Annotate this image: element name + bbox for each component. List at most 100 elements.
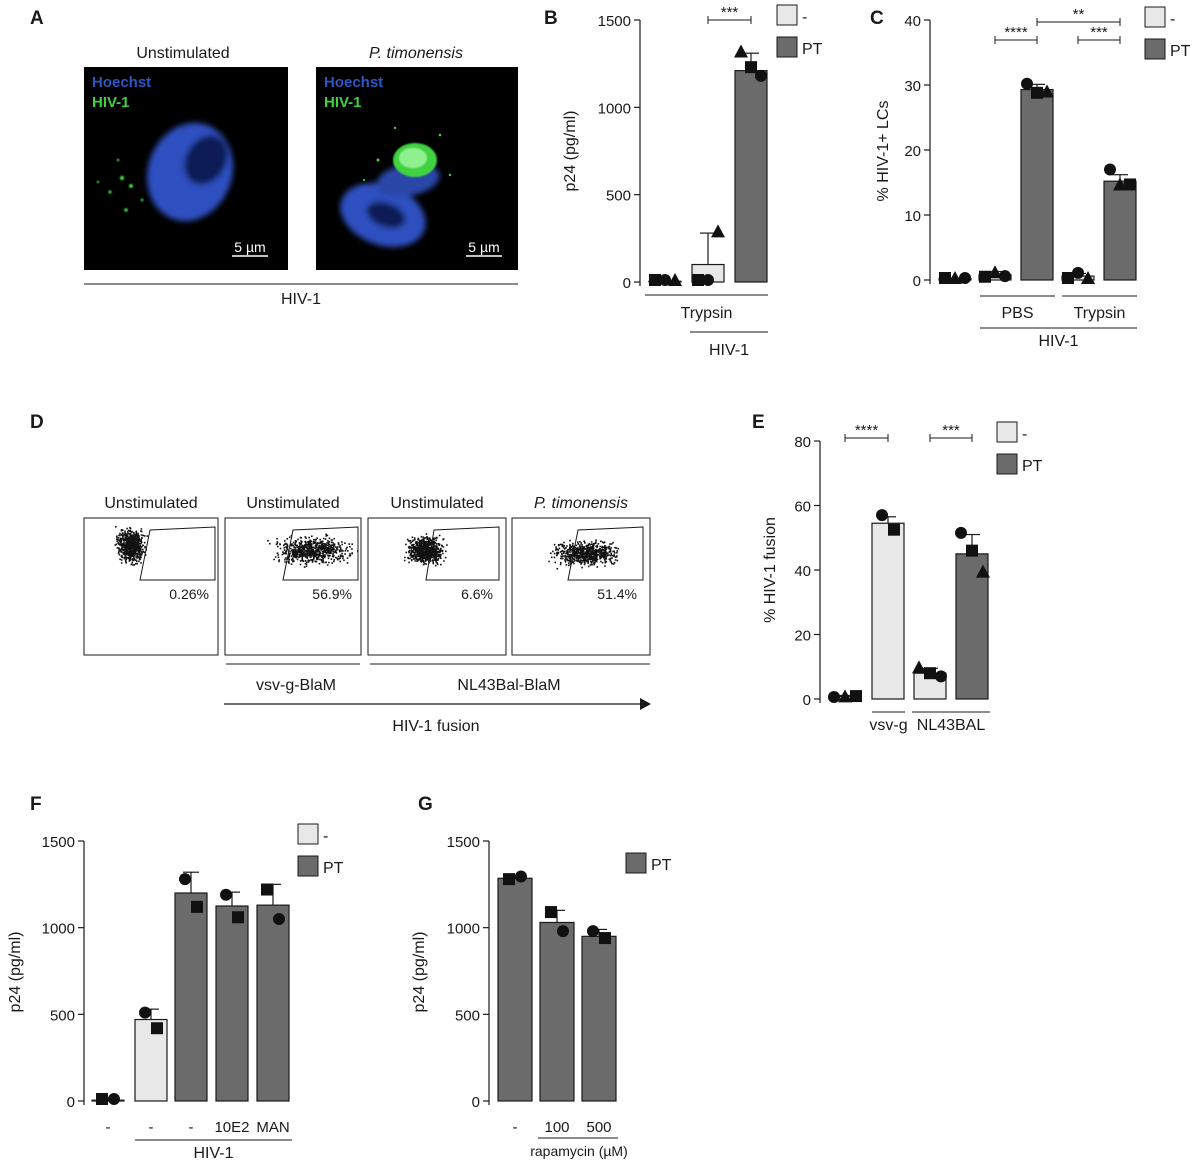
flow-plot-title: Unstimulated (390, 495, 483, 512)
flow-plot-frame (83, 517, 219, 656)
group-bracket-label: HIV-1 (709, 342, 749, 359)
y-tick-label: 40 (904, 13, 921, 30)
data-point-circle (220, 888, 232, 901)
data-point-square (649, 274, 661, 286)
flow-gate (282, 526, 359, 581)
bar (497, 877, 533, 1102)
flow-dot-cloud (548, 539, 620, 570)
data-point-triangle (912, 660, 926, 674)
y-tick-label: 500 (606, 188, 631, 205)
flow-plot-frame (224, 517, 362, 656)
flow-gate (139, 526, 216, 581)
data-point-square (599, 932, 611, 945)
flow-group-vsvg: vsv-g-BlaM (256, 677, 336, 694)
panel-label-e: E (752, 412, 765, 433)
flow-plot: Unstimulated 0.26% (83, 495, 219, 656)
data-point-square (966, 544, 978, 557)
flow-axis-label: HIV-1 fusion (392, 718, 479, 735)
legend-label-control: - (323, 828, 328, 845)
chart-b: 0 500 1000 1500 p24 (pg/ml) Trypsin HIV-1 *** - P… (562, 4, 823, 359)
y-tick-label: 20 (794, 628, 811, 645)
bar (174, 892, 208, 1102)
stain-label-hoechst-2: Hoechst (324, 74, 383, 91)
flow-gate (567, 526, 644, 581)
stain-label-hiv-2: HIV-1 (324, 94, 362, 111)
group-bracket-label: Trypsin (681, 305, 733, 322)
data-point-triangle (1040, 84, 1054, 98)
chart-g: 0 500 1000 1500 p24 (pg/ml) - 100 500 rapamycin … (411, 834, 672, 1159)
legend-swatch-pt (996, 453, 1018, 475)
significance-label: ** (1073, 6, 1085, 23)
legend-label-pt: PT (802, 41, 823, 58)
flow-gate (425, 526, 500, 581)
legend-label-pt: PT (1022, 458, 1043, 475)
y-tick-label: 0 (472, 1094, 480, 1111)
micrograph-title-2: P. timonensis (369, 45, 463, 62)
y-tick-label: 1000 (42, 921, 75, 938)
bar (215, 905, 249, 1102)
panel-label-d: D (30, 412, 44, 433)
flow-dot-cloud (267, 533, 359, 568)
group-bracket-label: Trypsin (1074, 305, 1126, 322)
data-point-circle (659, 274, 671, 286)
panel-label-c: C (870, 8, 884, 29)
x-tick-label: - (189, 1119, 194, 1136)
data-point-triangle (1113, 177, 1127, 191)
y-tick-label: 0 (913, 273, 921, 290)
legend-swatch-pt (297, 855, 319, 877)
flow-plot: Unstimulated 6.6% (367, 495, 507, 656)
group-bracket-label: PBS (1001, 305, 1033, 322)
x-tick-label: 100 (544, 1119, 569, 1136)
stain-label-hoechst: Hoechst (92, 74, 151, 91)
y-tick-label: 80 (794, 434, 811, 451)
y-tick-label: 10 (904, 208, 921, 225)
scale-bar-label: 5 µm (234, 239, 265, 255)
y-tick-label: 0 (803, 692, 811, 709)
y-axis-label: p24 (pg/ml) (7, 932, 24, 1013)
data-point-triangle (711, 224, 725, 238)
bar (871, 522, 905, 700)
data-point-square (96, 1093, 108, 1105)
data-point-triangle (838, 689, 852, 703)
data-point-circle (955, 526, 967, 539)
panel-label-a: A (30, 8, 44, 29)
legend-label-control: - (1170, 11, 1175, 28)
y-tick-label: 30 (904, 78, 921, 95)
data-point-circle (1072, 266, 1084, 279)
data-point-circle (828, 691, 840, 703)
data-point-circle (108, 1093, 120, 1105)
x-tick-label: 10E2 (214, 1119, 249, 1136)
flow-plot-title: Unstimulated (246, 495, 339, 512)
y-tick-label: 500 (50, 1007, 75, 1024)
data-point-square (979, 270, 991, 283)
bar (256, 904, 290, 1102)
flow-gate-percent: 56.9% (312, 586, 352, 602)
y-tick-label: 1500 (447, 834, 480, 851)
flow-plot: P. timonensis 51.4% (511, 495, 651, 656)
data-point-triangle (948, 271, 962, 284)
data-point-square (151, 1022, 163, 1035)
legend-swatch-pt (776, 36, 798, 58)
y-axis-label: p24 (pg/ml) (562, 111, 579, 192)
data-point-triangle (1081, 271, 1095, 284)
flow-group-nl43bal: NL43Bal-BlaM (457, 677, 560, 694)
legend-label-control: - (802, 9, 807, 26)
flow-plot: Unstimulated 56.9% (224, 495, 362, 656)
data-point-square (545, 906, 557, 919)
significance-label: *** (1090, 24, 1108, 41)
flow-gate-percent: 6.6% (461, 586, 493, 602)
micrograph-p-timonensis: Hoechst HIV-1 5 µm (316, 67, 518, 270)
data-point-square (888, 523, 900, 536)
data-point-circle (179, 873, 191, 886)
data-point-circle (755, 69, 767, 82)
legend-label-control: - (1022, 426, 1027, 443)
data-point-circle (876, 509, 888, 522)
flow-gate-percent: 0.26% (169, 586, 209, 602)
panel-label-f: F (30, 794, 42, 815)
bar (1103, 180, 1137, 281)
data-point-circle (557, 925, 569, 938)
legend-label-pt: PT (323, 860, 344, 877)
data-point-square (924, 667, 936, 680)
x-tick-label: - (149, 1119, 154, 1136)
y-axis-label: % HIV-1+ LCs (875, 101, 892, 202)
